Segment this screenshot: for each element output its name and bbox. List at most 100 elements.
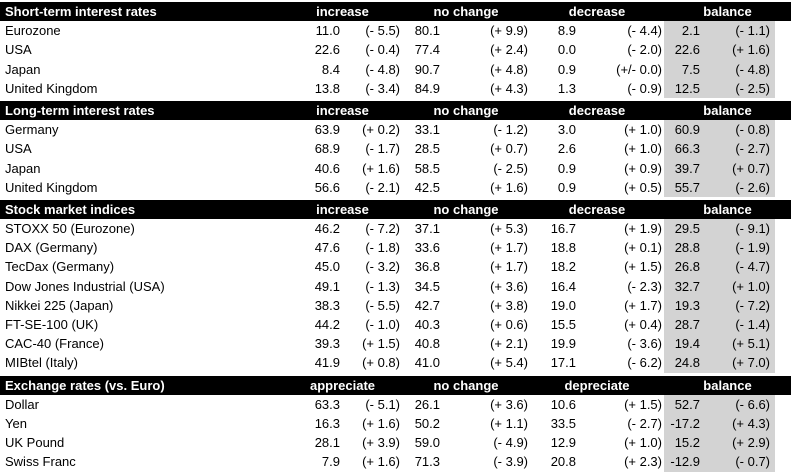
value-cell: 38.3 <box>314 297 340 313</box>
column-header-col1: appreciate <box>309 377 376 393</box>
table-row: MIBtel (Italy) 41.9 (+ 0.8) 41.0 (+ 5.4) 17.1… <box>0 353 791 373</box>
change-cell: (+ 0.1) <box>624 240 662 256</box>
balance-change: (- 2.7) <box>702 139 775 159</box>
table-row: Yen 16.3 (+ 1.6) 50.2 (+ 1.1) 33.5 (- 2.7) -17.… <box>0 413 791 434</box>
change-cell: (+ 3.6) <box>490 278 528 294</box>
change-cell: (- 1.2) <box>493 122 528 138</box>
change-cell: (- 5.1) <box>365 396 400 412</box>
change-cell: (- 1.3) <box>365 278 400 294</box>
column-header-col3: depreciate <box>564 377 630 393</box>
balance-change: (+ 7.0) <box>702 353 775 373</box>
value-cell: 58.5 <box>414 160 440 176</box>
change-cell: (+ 1.5) <box>624 396 662 412</box>
column-header-balance: balance <box>703 201 752 217</box>
value-cell: 1.3 <box>557 80 576 96</box>
change-cell: (- 1.7) <box>365 141 400 157</box>
section-title: Stock market indices <box>5 201 136 217</box>
value-cell: 49.1 <box>314 278 340 294</box>
row-label: Swiss Franc <box>5 454 76 470</box>
column-header-col3: decrease <box>568 102 626 118</box>
balance-value: -12.9 <box>664 452 702 472</box>
change-cell: (+ 4.3) <box>490 80 528 96</box>
value-cell: 18.8 <box>550 240 576 256</box>
value-cell: 0.0 <box>557 42 576 58</box>
value-cell: 22.6 <box>314 42 340 58</box>
value-cell: 63.9 <box>314 122 340 138</box>
value-cell: 34.5 <box>414 278 440 294</box>
value-cell: 7.9 <box>321 454 340 470</box>
value-cell: 84.9 <box>414 80 440 96</box>
value-cell: 15.5 <box>550 317 576 332</box>
table-section: Long-term interest rates increase no chang… <box>0 100 791 197</box>
row-label: United Kingdom <box>5 80 98 96</box>
balance-change: (- 1.4) <box>702 315 775 335</box>
balance-change: (- 2.6) <box>702 177 775 197</box>
value-cell: 39.3 <box>314 336 340 352</box>
table-row: UK Pound 28.1 (+ 3.9) 59.0 (- 4.9) 12.9 (+ 1.0… <box>0 433 791 453</box>
balance-value: -17.2 <box>664 413 702 434</box>
column-header-col3: decrease <box>568 201 626 217</box>
change-cell: (- 0.9) <box>627 80 662 96</box>
value-cell: 26.1 <box>414 396 440 412</box>
change-cell: (- 5.5) <box>365 23 400 39</box>
change-cell: (+ 5.3) <box>490 221 528 237</box>
change-cell: (- 7.2) <box>365 221 400 237</box>
row-label: FT-SE-100 (UK) <box>5 317 99 332</box>
value-cell: 33.1 <box>414 122 440 138</box>
value-cell: 28.5 <box>414 141 440 157</box>
column-header-col1: increase <box>316 201 369 217</box>
change-cell: (- 4.4) <box>627 23 662 39</box>
balance-value: 39.7 <box>664 158 702 178</box>
value-cell: 41.0 <box>414 355 440 371</box>
value-cell: 59.0 <box>414 435 440 451</box>
change-cell: (+ 2.3) <box>624 454 662 470</box>
value-cell: 63.3 <box>314 396 340 412</box>
value-cell: 13.8 <box>314 80 340 96</box>
value-cell: 77.4 <box>414 42 440 58</box>
change-cell: (+ 0.9) <box>624 160 662 176</box>
row-label: MIBtel (Italy) <box>5 355 78 371</box>
balance-value: 29.5 <box>664 219 702 239</box>
value-cell: 17.1 <box>550 355 576 371</box>
change-cell: (- 2.7) <box>627 415 662 431</box>
row-label: United Kingdom <box>5 179 98 195</box>
value-cell: 20.8 <box>550 454 576 470</box>
balance-change: (- 7.2) <box>702 295 775 316</box>
balance-change: (- 2.5) <box>702 78 775 98</box>
change-cell: (- 6.2) <box>627 355 662 371</box>
change-cell: (+ 3.8) <box>490 297 528 313</box>
row-label: UK Pound <box>5 435 65 451</box>
row-label: Japan <box>5 160 41 176</box>
column-header-nochange: no change <box>433 377 499 393</box>
value-cell: 90.7 <box>414 61 440 77</box>
balance-change: (+ 0.7) <box>702 158 775 178</box>
column-header-nochange: no change <box>433 102 499 118</box>
table-section: Stock market indices increase no change dec… <box>0 199 791 373</box>
row-label: USA <box>5 42 32 58</box>
change-cell: (+ 1.0) <box>624 141 662 157</box>
balance-change: (+ 4.3) <box>702 413 775 434</box>
value-cell: 2.6 <box>557 141 576 157</box>
value-cell: 80.1 <box>414 23 440 39</box>
column-header-col1: increase <box>316 102 369 118</box>
table-row: USA 68.9 (- 1.7) 28.5 (+ 0.7) 2.6 (+ 1.0) 66.3(… <box>0 139 791 159</box>
balance-value: 15.2 <box>664 433 702 453</box>
change-cell: (+ 1.1) <box>490 415 528 431</box>
balance-value: 60.9 <box>664 120 702 140</box>
section-title: Short-term interest rates <box>5 4 157 19</box>
value-cell: 19.9 <box>550 336 576 352</box>
balance-change: (+ 5.1) <box>702 334 775 354</box>
value-cell: 18.2 <box>550 259 576 275</box>
table-row: FT-SE-100 (UK) 44.2 (- 1.0) 40.3 (+ 0.6) 15.5… <box>0 315 791 335</box>
value-cell: 16.7 <box>550 221 576 237</box>
value-cell: 42.7 <box>414 297 440 313</box>
row-label: Dollar <box>5 396 39 412</box>
change-cell: (- 0.4) <box>365 42 400 58</box>
balance-value: 26.8 <box>664 257 702 277</box>
value-cell: 36.8 <box>414 259 440 275</box>
column-header-nochange: no change <box>433 4 499 19</box>
value-cell: 46.2 <box>314 221 340 237</box>
balance-value: 66.3 <box>664 139 702 159</box>
value-cell: 41.9 <box>314 355 340 371</box>
